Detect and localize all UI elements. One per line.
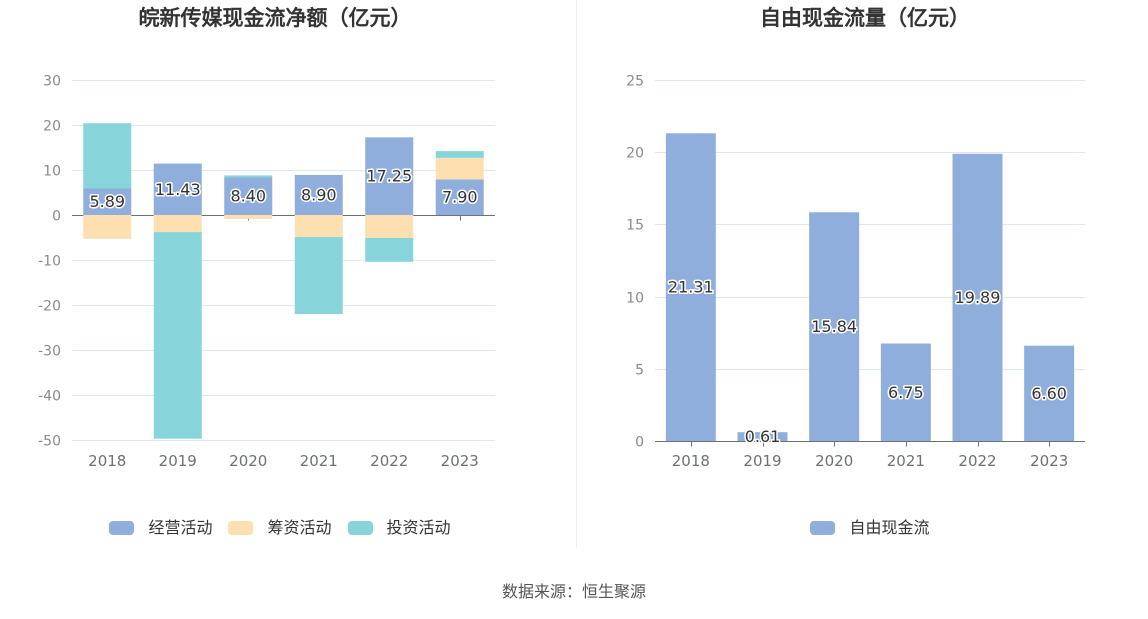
- netcash-x-tick-label-2018: 2018: [88, 452, 126, 470]
- netcash-bar-series0-2020: [224, 177, 273, 215]
- fcf-bar-series0-2020: [809, 212, 860, 441]
- netcash-data-label-2020: 8.40: [230, 187, 266, 206]
- netcash-bar-series1-2019: [153, 215, 202, 233]
- legend-item-investing: 投资活动: [347, 518, 451, 538]
- fcf-x-tick-label-2023: 2023: [1030, 452, 1068, 470]
- netcash-y-tick-label-2: 10: [43, 164, 61, 180]
- fcf-data-label-2021: 6.75: [888, 383, 924, 402]
- legend-swatch-free-cashflow: [810, 521, 836, 535]
- netcash-bar-series2-2020: [224, 175, 273, 178]
- legend-label-investing: 投资活动: [386, 518, 451, 537]
- netcash-x-tick-label-2022: 2022: [370, 452, 408, 470]
- legend-swatch-operating: [109, 521, 135, 535]
- netcash-bar-series2-2018: [83, 123, 132, 189]
- fcf-x-tick-label-2020: 2020: [815, 452, 853, 470]
- chart-divider: [576, 0, 577, 548]
- netcash-x-tick-label-2020: 2020: [229, 452, 267, 470]
- fcf-bar-series0-2021: [880, 343, 931, 441]
- legend-label-financing: 筹资活动: [267, 518, 332, 537]
- fcf-plot-area: 25 20 15 10 5 0 2018 2019 2020 2021 2022 2023 21.31 0…: [626, 74, 1085, 470]
- fcf-data-label-2018: 21.31: [668, 278, 714, 297]
- legend-item-operating: 经营活动: [109, 518, 212, 538]
- fcf-bar-series0-2018: [665, 133, 716, 441]
- legend-swatch-financing: [228, 521, 254, 535]
- net-cashflow-legend: 经营活动 筹资活动 投资活动: [0, 518, 560, 538]
- netcash-bar-series2-2019: [153, 232, 202, 439]
- fcf-data-label-2022: 19.89: [955, 288, 1001, 307]
- netcash-bar-series1-2020: [224, 215, 273, 220]
- netcash-x-tick-label-2023: 2023: [441, 452, 479, 470]
- legend-item-free-cashflow: 自由现金流: [810, 518, 930, 538]
- netcash-bar-series0-2018: [83, 188, 132, 215]
- net-cashflow-chart-title: 皖新传媒现金流净额（亿元）: [138, 6, 412, 30]
- netcash-plot-area: 30 20 10 0 -10 -20 -30 -40 -50 2018 2019 2020 2021 20…: [38, 74, 495, 470]
- fcf-x-tick-label-2021: 2021: [887, 452, 925, 470]
- fcf-y-tick-label-3: 10: [626, 291, 644, 307]
- fcf-x-tick-label-2019: 2019: [743, 452, 781, 470]
- fcf-bar-series0-2019: [737, 432, 788, 441]
- fcf-bar-series0-2023: [1024, 345, 1075, 441]
- fcf-y-tick-label-4: 5: [635, 363, 644, 379]
- netcash-bar-series2-2021: [294, 237, 343, 314]
- fcf-x-tick-label-2022: 2022: [958, 452, 996, 470]
- netcash-data-label-2021: 8.90: [301, 185, 337, 204]
- netcash-data-label-2023: 7.90: [442, 188, 478, 207]
- legend-swatch-investing: [347, 521, 373, 535]
- free-cashflow-chart-title: 自由现金流量（亿元）: [760, 6, 970, 30]
- netcash-bar-series0-2021: [294, 174, 343, 215]
- netcash-y-tick-label-8: -50: [38, 434, 61, 450]
- fcf-y-tick-label-1: 20: [626, 146, 644, 162]
- netcash-x-tick-label-2021: 2021: [300, 452, 338, 470]
- netcash-data-label-2022: 17.25: [366, 167, 412, 186]
- netcash-bar-series0-2022: [365, 137, 414, 215]
- free-cashflow-legend: 自由现金流: [610, 518, 1130, 538]
- netcash-y-tick-label-7: -40: [38, 389, 61, 405]
- netcash-y-tick-label-6: -30: [38, 344, 61, 360]
- netcash-bar-series1-2018: [83, 215, 132, 239]
- netcash-y-tick-label-0: 30: [43, 74, 61, 90]
- netcash-data-label-2018: 5.89: [89, 192, 125, 211]
- netcash-bar-series2-2022: [365, 237, 414, 262]
- fcf-data-label-2019: 0.61: [745, 427, 781, 446]
- legend-item-financing: 筹资活动: [228, 518, 332, 538]
- netcash-bar-series0-2019: [153, 163, 202, 215]
- netcash-y-tick-label-3: 0: [52, 209, 61, 225]
- netcash-y-tick-label-5: -20: [38, 299, 61, 315]
- fcf-y-tick-label-5: 0: [635, 435, 644, 451]
- legend-label-operating: 经营活动: [148, 518, 213, 537]
- legend-label-free-cashflow: 自由现金流: [849, 518, 930, 537]
- fcf-y-tick-label-0: 25: [626, 74, 644, 90]
- netcash-y-tick-label-1: 20: [43, 119, 61, 135]
- fcf-y-tick-label-2: 15: [626, 218, 644, 234]
- netcash-bar-series0-2023: [435, 179, 484, 215]
- fcf-data-label-2020: 15.84: [811, 317, 857, 336]
- netcash-bar-series1-2021: [294, 215, 343, 238]
- netcash-x-tick-label-2019: 2019: [159, 452, 197, 470]
- netcash-y-tick-label-4: -10: [38, 254, 61, 270]
- fcf-bar-series0-2022: [952, 153, 1003, 442]
- netcash-bar-series1-2023: [435, 157, 484, 180]
- netcash-data-label-2019: 11.43: [155, 180, 201, 199]
- netcash-bar-series1-2022: [365, 215, 414, 238]
- data-source-note: 数据来源：恒生聚源: [501, 582, 646, 601]
- fcf-data-label-2023: 6.60: [1031, 384, 1067, 403]
- fcf-x-tick-label-2018: 2018: [672, 452, 710, 470]
- netcash-bar-series2-2023: [435, 151, 484, 158]
